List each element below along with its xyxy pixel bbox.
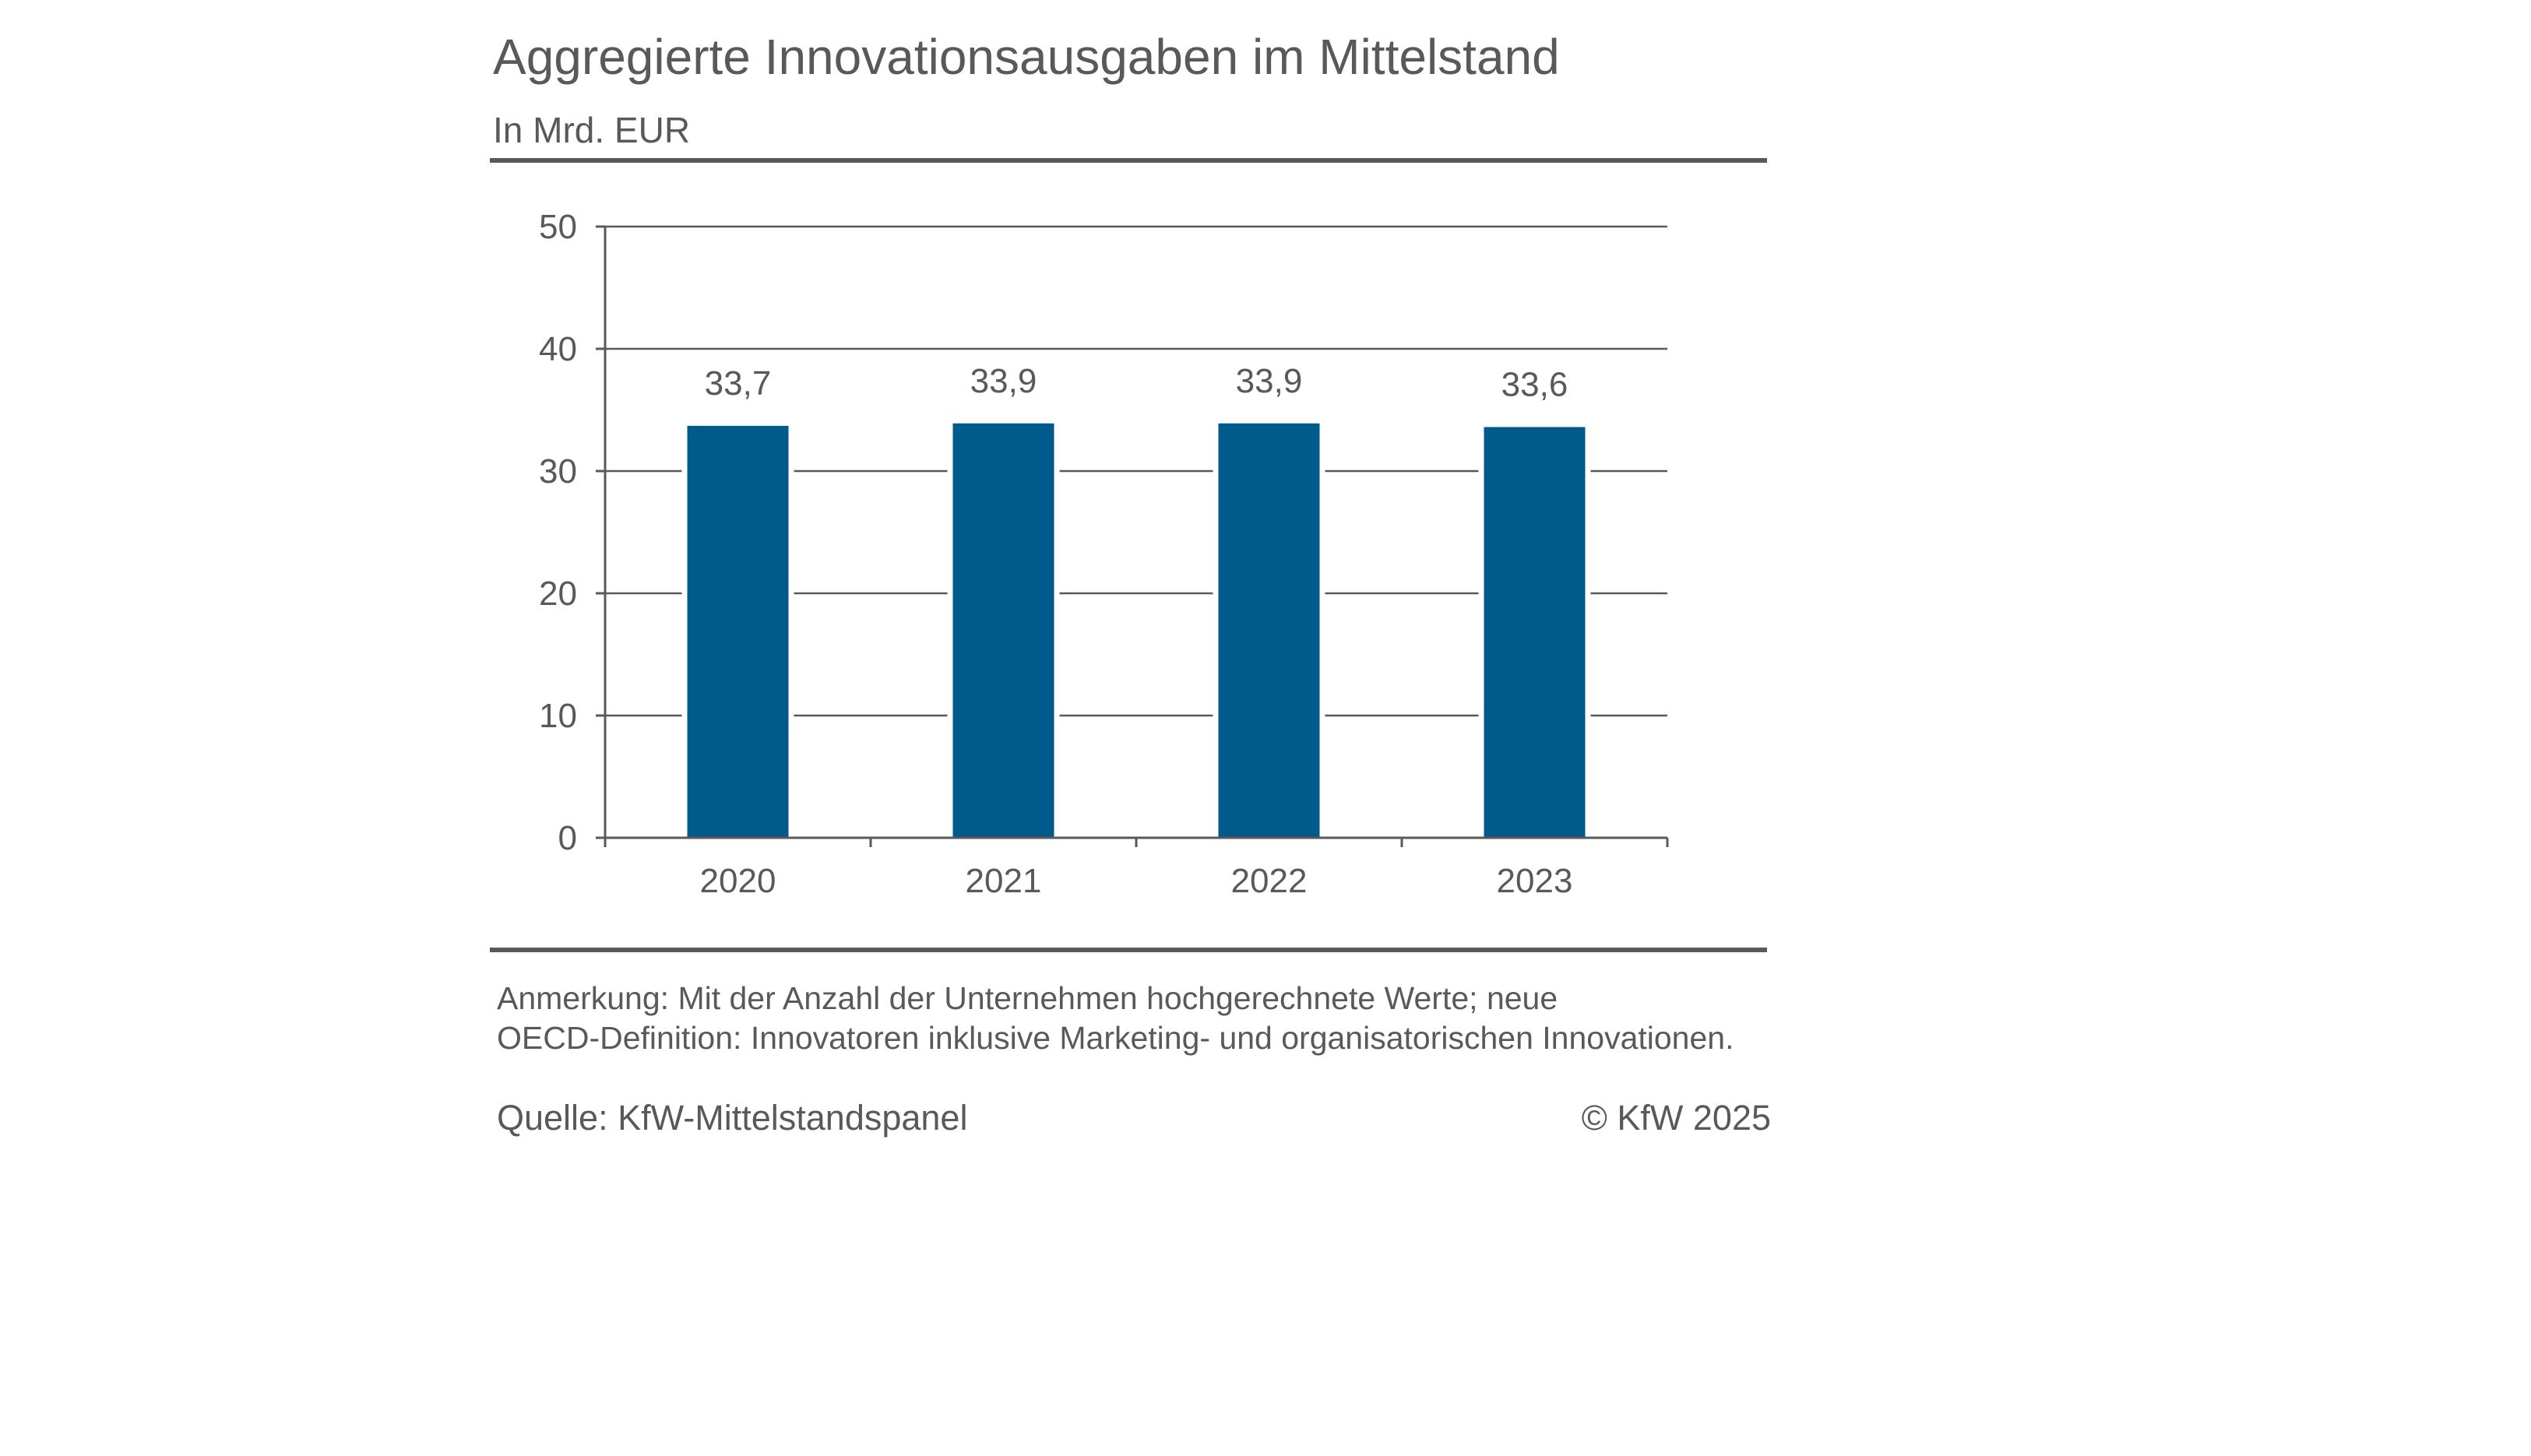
top-divider (490, 158, 1767, 163)
footnote: Anmerkung: Mit der Anzahl der Unternehme… (497, 979, 1821, 1058)
axes (596, 225, 1669, 847)
y-tick-label: 30 (539, 452, 577, 491)
footnote-line-2: OECD-Definition: Innovatoren inklusive M… (497, 1020, 1734, 1056)
bar-2023 (1484, 427, 1586, 838)
y-tick-label: 20 (539, 575, 577, 613)
y-tick-label: 10 (539, 697, 577, 735)
chart-subtitle: In Mrd. EUR (493, 110, 691, 150)
bottom-divider (490, 948, 1767, 952)
x-tick-label-2021: 2021 (966, 862, 1042, 900)
bar-2022 (1218, 423, 1320, 838)
x-tick-label-2023: 2023 (1497, 862, 1573, 900)
x-tick-label-2020: 2020 (700, 862, 776, 900)
source-text: Quelle: KfW-Mittelstandspanel (497, 1098, 968, 1138)
value-label-2022: 33,9 (1236, 362, 1303, 400)
copyright-text: © KfW 2025 (1581, 1098, 1771, 1138)
chart-title: Aggregierte Innovationsausgaben im Mitte… (493, 29, 1560, 85)
bar-2021 (952, 423, 1054, 838)
gridlines (605, 225, 1667, 717)
y-tick-label: 0 (558, 819, 577, 857)
value-label-2023: 33,6 (1501, 365, 1568, 403)
bar-2020 (687, 425, 789, 838)
value-label-2021: 33,9 (970, 362, 1037, 400)
footnote-line-1: Anmerkung: Mit der Anzahl der Unternehme… (497, 980, 1558, 1016)
x-tick-label-2022: 2022 (1231, 862, 1308, 900)
y-tick-label: 40 (539, 330, 577, 368)
value-label-2020: 33,7 (705, 364, 772, 403)
y-tick-label: 50 (539, 208, 577, 246)
bars (687, 423, 1586, 838)
labels: 33,7 33,9 33,9 33,6 0 10 20 30 40 50 2020 2021 2022 2… (539, 208, 1572, 900)
